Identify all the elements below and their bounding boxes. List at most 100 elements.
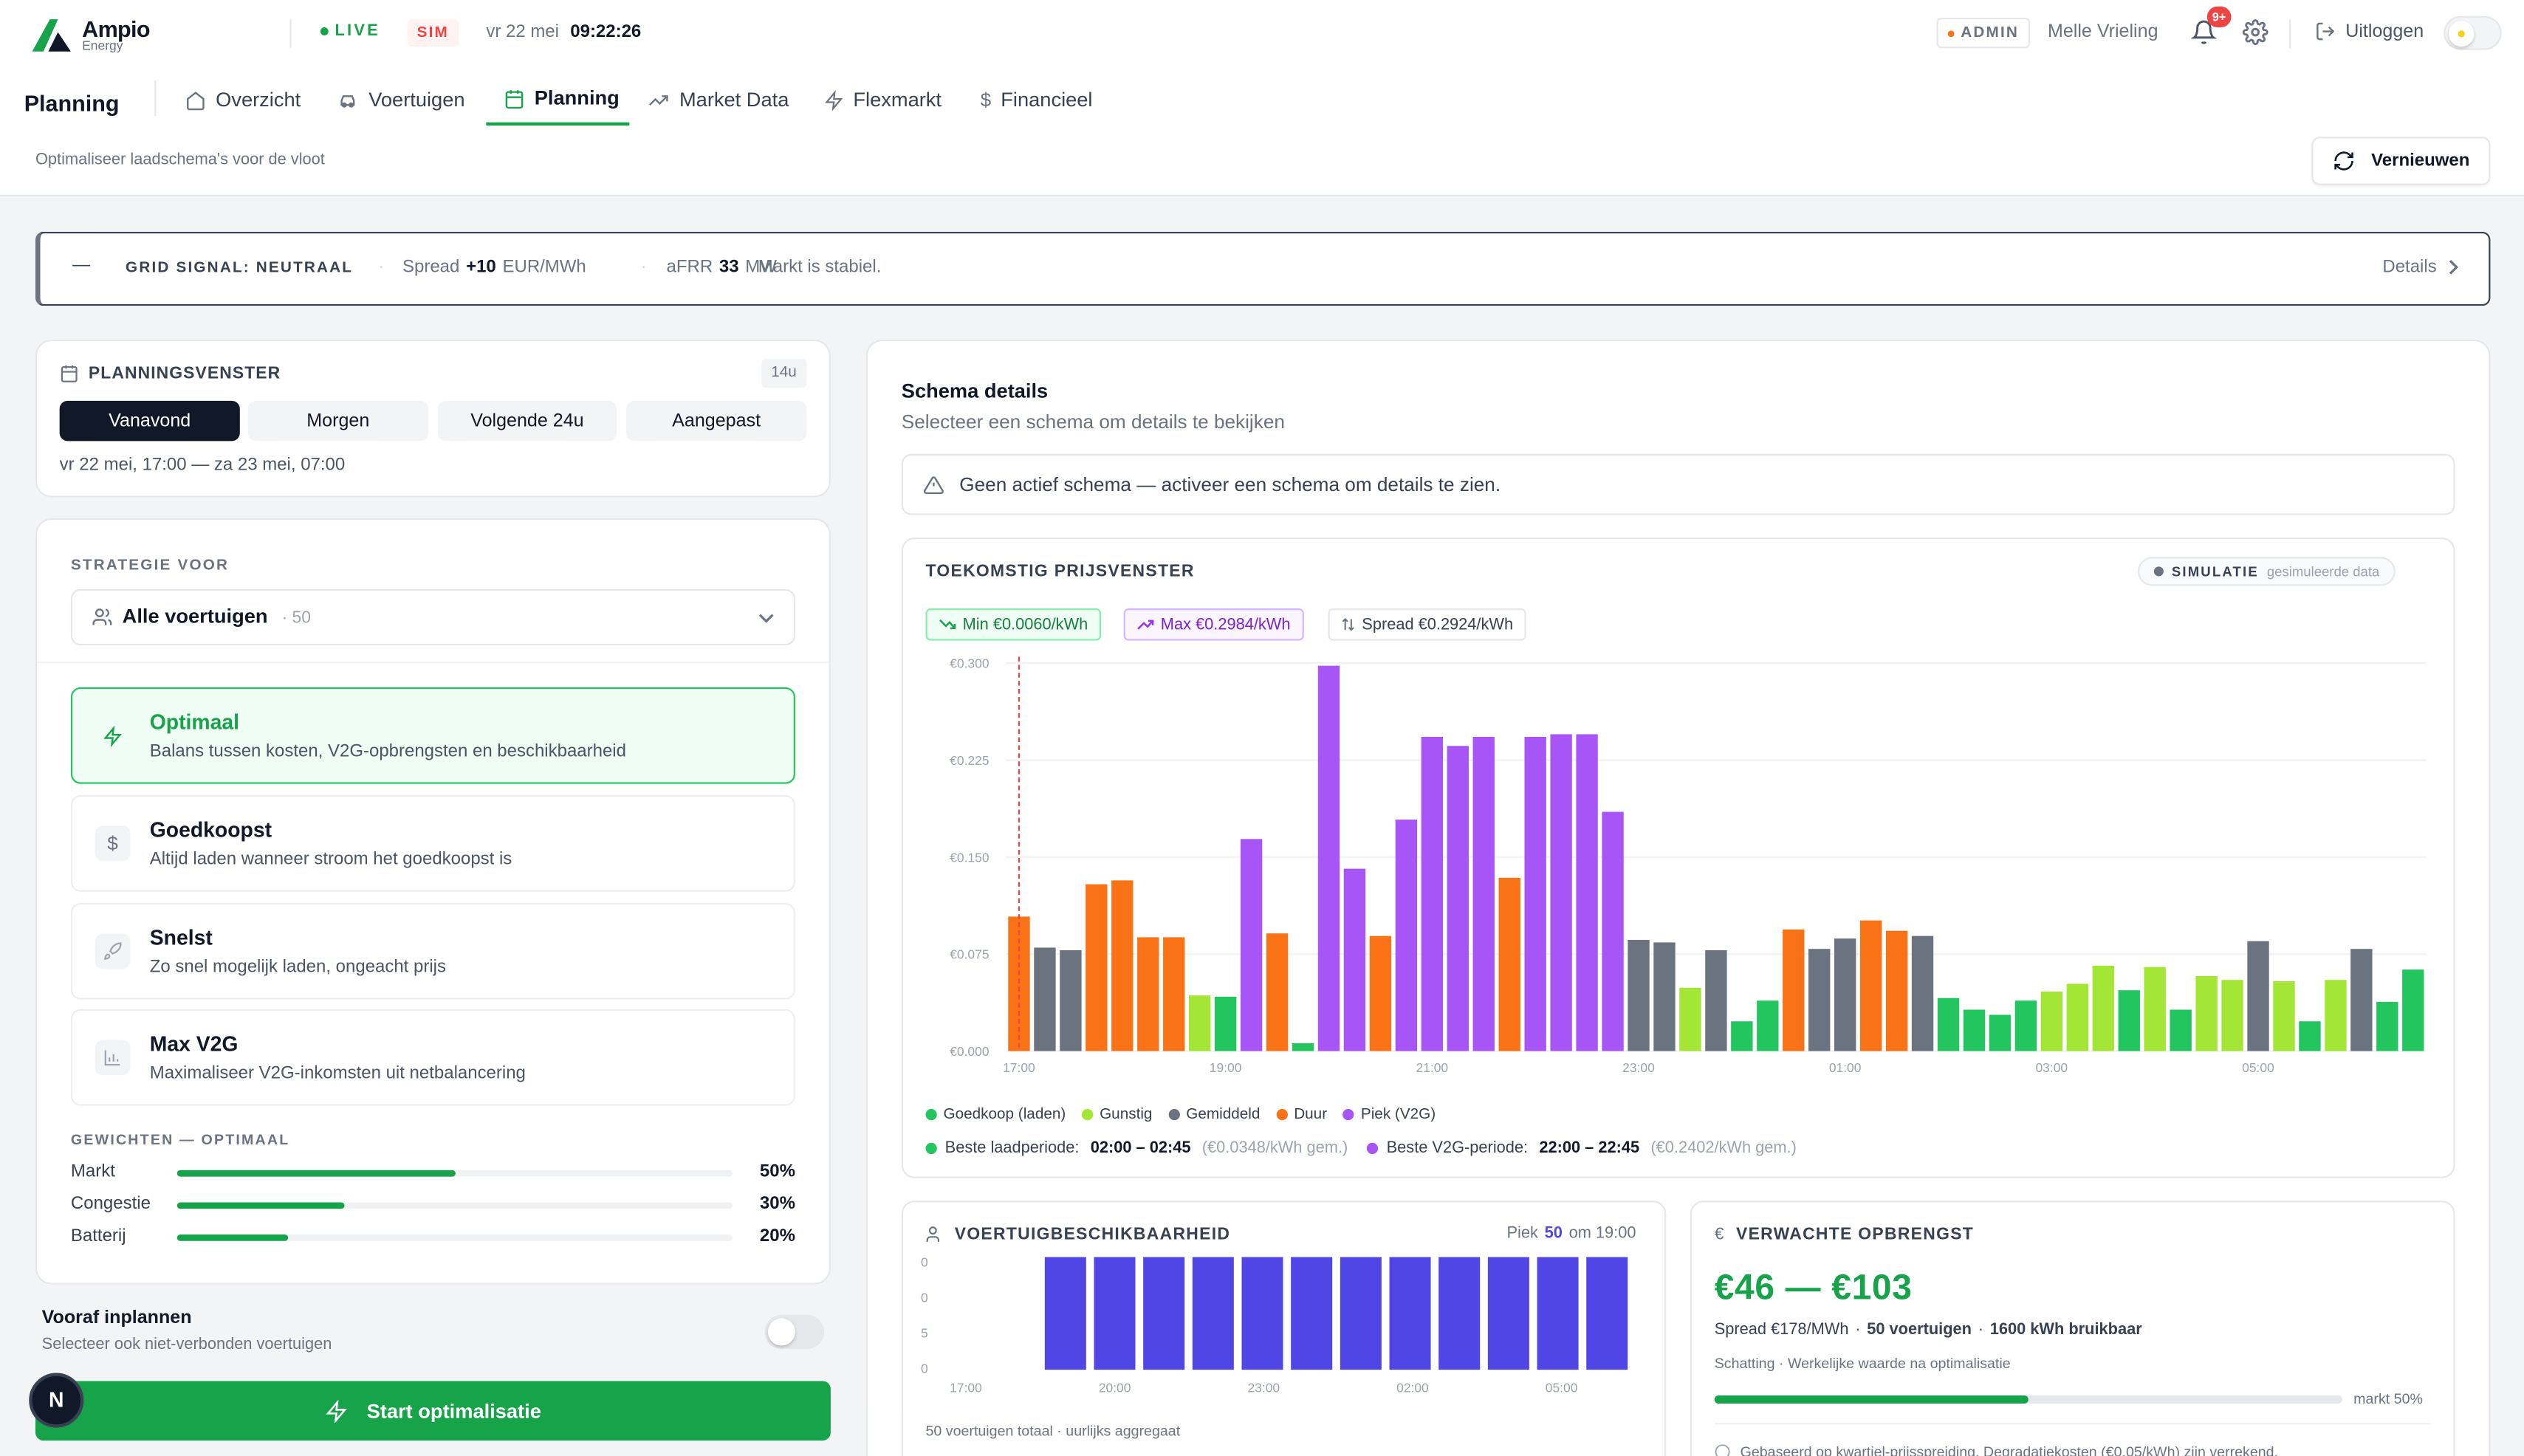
strategy-option-optimaal[interactable]: Optimaal Balans tussen kosten, V2G-opbre… <box>70 687 795 784</box>
logout-button[interactable]: Uitloggen <box>2315 21 2424 41</box>
price-bar[interactable] <box>1343 868 1366 1051</box>
price-bar[interactable] <box>1292 1043 1314 1051</box>
price-bar[interactable] <box>1163 937 1185 1051</box>
price-bar[interactable] <box>1524 736 1546 1051</box>
price-bar[interactable] <box>1963 1009 1986 1051</box>
assistant-fab[interactable]: N <box>29 1373 84 1428</box>
availability-bar[interactable] <box>1192 1257 1234 1370</box>
availability-bar[interactable] <box>1291 1257 1333 1370</box>
price-bar[interactable] <box>1783 929 1805 1051</box>
strategy-option-max-v2g[interactable]: Max V2G Maximaliseer V2G-inkomsten uit n… <box>70 1009 795 1106</box>
price-bar[interactable] <box>2299 1021 2321 1051</box>
price-bar[interactable] <box>2144 966 2166 1051</box>
price-bar[interactable] <box>1111 880 1134 1051</box>
price-bar[interactable] <box>1086 884 1108 1051</box>
peak-value: 50 <box>1544 1224 1563 1243</box>
availability-bar[interactable] <box>1241 1257 1283 1370</box>
price-bar[interactable] <box>2221 980 2243 1051</box>
availability-bar[interactable] <box>1438 1257 1481 1370</box>
availability-bar[interactable] <box>1094 1257 1136 1370</box>
price-bar[interactable] <box>2247 941 2269 1051</box>
price-bar[interactable] <box>2118 990 2140 1051</box>
availability-bar[interactable] <box>1537 1257 1579 1370</box>
price-bar[interactable] <box>1808 949 1831 1051</box>
availability-bar[interactable] <box>1487 1257 1529 1370</box>
price-bar[interactable] <box>1498 877 1520 1051</box>
price-bar[interactable] <box>1137 937 1159 1051</box>
window-option-volgende-24u[interactable]: Volgende 24u <box>437 400 617 442</box>
availability-bar[interactable] <box>1389 1257 1431 1370</box>
price-bar[interactable] <box>1447 746 1469 1051</box>
price-bar[interactable] <box>2273 981 2295 1051</box>
price-bar[interactable] <box>1885 930 1908 1051</box>
strategy-option-snelst[interactable]: Snelst Zo snel mogelijk laden, ongeacht … <box>70 902 795 1000</box>
price-bar[interactable] <box>1834 938 1856 1051</box>
price-bar[interactable] <box>1602 811 1624 1051</box>
price-bar[interactable] <box>1472 736 1495 1051</box>
price-bar[interactable] <box>1060 950 1082 1051</box>
price-bar[interactable] <box>2014 1000 2037 1051</box>
tab-market-data[interactable]: Market Data <box>647 74 789 126</box>
price-bar[interactable] <box>1653 942 1676 1051</box>
price-bar[interactable] <box>1240 839 1263 1051</box>
price-bar[interactable] <box>1317 665 1340 1051</box>
price-bar[interactable] <box>1576 734 1598 1051</box>
price-bar[interactable] <box>2376 1001 2398 1051</box>
price-bar[interactable] <box>1989 1014 2012 1051</box>
role-label: ADMIN <box>1961 24 2020 42</box>
price-bar[interactable] <box>2170 1009 2192 1051</box>
price-bar[interactable] <box>1731 1021 1753 1051</box>
weight-row-congestie: Congestie 30% <box>71 1195 795 1220</box>
tab-voertuigen[interactable]: Voertuigen <box>337 74 465 126</box>
price-bar[interactable] <box>2325 980 2347 1051</box>
price-bar[interactable] <box>2066 983 2088 1051</box>
price-bar[interactable] <box>1189 995 1211 1051</box>
price-bar[interactable] <box>1911 935 1934 1051</box>
vehicle-select[interactable]: Alle voertuigen · 50 <box>70 588 795 646</box>
strategy-option-goedkoopst[interactable]: $ Goedkoopst Altijd laden wanneer stroom… <box>70 794 795 892</box>
window-option-morgen[interactable]: Morgen <box>247 400 428 442</box>
availability-bar[interactable] <box>1044 1257 1086 1370</box>
details-link[interactable]: Details <box>2382 258 2459 277</box>
price-bar[interactable] <box>1266 933 1289 1051</box>
preplan-toggle[interactable] <box>764 1315 825 1349</box>
x-tick-label: 23:00 <box>1247 1381 1280 1395</box>
brand-logo[interactable]: Ampio Energy <box>29 13 151 58</box>
price-bar[interactable] <box>1214 996 1237 1051</box>
bell-icon <box>2190 20 2217 44</box>
price-bar[interactable] <box>2350 949 2373 1051</box>
price-bar[interactable] <box>1679 987 1701 1051</box>
price-bar[interactable] <box>1421 736 1444 1051</box>
price-bar[interactable] <box>1705 950 1727 1051</box>
availability-bar[interactable] <box>1586 1257 1628 1370</box>
price-bar[interactable] <box>1859 920 1882 1051</box>
refresh-button[interactable]: Vernieuwen <box>2311 137 2491 185</box>
price-bar[interactable] <box>1034 947 1056 1051</box>
price-bar[interactable] <box>1395 820 1418 1051</box>
availability-bar[interactable] <box>1340 1257 1382 1370</box>
price-bar[interactable] <box>1628 939 1650 1051</box>
window-option-vanavond[interactable]: Vanavond <box>59 400 240 442</box>
price-bar[interactable] <box>1369 935 1392 1051</box>
tab-planning[interactable]: Planning <box>486 74 630 126</box>
price-bar[interactable] <box>1757 1000 1779 1051</box>
x-tick-label: 02:00 <box>1396 1381 1429 1395</box>
price-bar[interactable] <box>2402 969 2424 1051</box>
sim-badge[interactable]: SIM <box>407 19 459 47</box>
price-bar[interactable] <box>2040 991 2063 1051</box>
start-optimization-button[interactable]: Start optimalisatie <box>35 1381 831 1441</box>
window-option-aangepast[interactable]: Aangepast <box>626 400 807 442</box>
notifications-button[interactable]: 9+ <box>2190 6 2232 48</box>
tab-flexmarkt[interactable]: Flexmarkt <box>824 74 942 126</box>
price-bar[interactable] <box>2092 965 2114 1051</box>
tab-financieel[interactable]: $ Financieel <box>981 74 1093 126</box>
theme-toggle[interactable] <box>2444 16 2502 50</box>
settings-button[interactable] <box>2242 19 2268 45</box>
tab-overzicht[interactable]: Overzicht <box>185 74 301 126</box>
market-share-label: markt 50% <box>2353 1390 2423 1407</box>
price-bar[interactable] <box>2195 975 2218 1051</box>
user-name[interactable]: Melle Vrieling <box>2047 22 2158 42</box>
price-bar[interactable] <box>1550 734 1572 1051</box>
price-bar[interactable] <box>1937 997 1960 1051</box>
availability-bar[interactable] <box>1143 1257 1185 1370</box>
